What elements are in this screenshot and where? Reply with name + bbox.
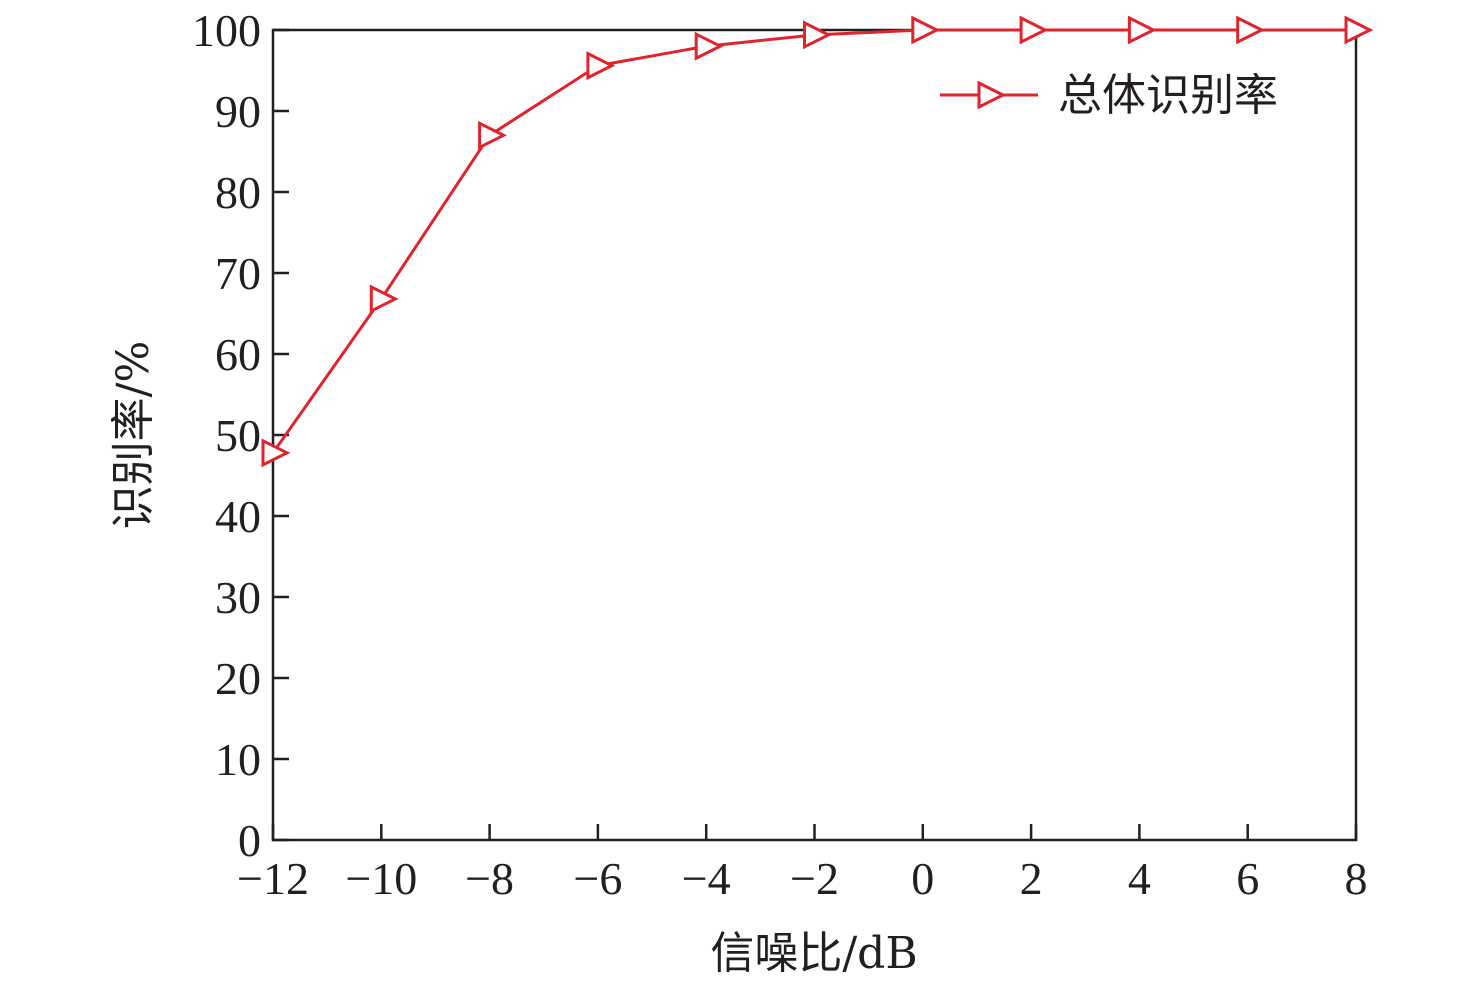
data-point-marker (261, 438, 291, 468)
y-tick-label: 60 (215, 329, 261, 380)
data-point-marker (586, 51, 616, 81)
y-tick-label: 10 (215, 734, 261, 785)
data-point-marker (478, 120, 507, 150)
legend: 总体识别率 (940, 70, 1278, 121)
x-tick-label: −10 (345, 853, 417, 904)
x-tick-label: 6 (1236, 853, 1259, 904)
x-tick-label: −2 (790, 853, 839, 904)
data-point-marker (1236, 15, 1266, 45)
data-point-marker (369, 284, 399, 314)
y-tick-label: 40 (215, 491, 261, 542)
y-tick-label: 80 (215, 167, 261, 218)
series-markers (261, 15, 1374, 468)
x-tick-label: −12 (237, 853, 309, 904)
y-tick-label: 90 (215, 86, 261, 137)
y-axis-ticks: 0 10 20 30 40 50 60 70 80 90 100 (192, 5, 289, 866)
data-point-marker (803, 20, 832, 50)
x-tick-label: 2 (1020, 853, 1043, 904)
x-tick-label: 8 (1345, 853, 1368, 904)
data-point-marker (1127, 15, 1157, 45)
y-axis-title: 识别率/% (108, 341, 159, 530)
y-tick-label: 70 (215, 248, 261, 299)
x-axis-ticks: −12 −10 −8 −6 −4 −2 0 2 4 6 8 (237, 824, 1368, 904)
x-tick-label: 0 (911, 853, 934, 904)
x-axis-title: 信噪比/dB (710, 928, 917, 979)
data-point-marker (1344, 15, 1374, 45)
x-tick-label: −6 (573, 853, 622, 904)
legend-marker-icon (977, 80, 1007, 110)
data-point-marker (1019, 15, 1049, 45)
y-tick-label: 100 (192, 5, 261, 56)
y-tick-label: 50 (215, 410, 261, 461)
x-tick-label: −4 (682, 853, 731, 904)
plot-frame (271, 28, 1358, 842)
data-point-marker (694, 31, 724, 61)
x-tick-label: 4 (1128, 853, 1151, 904)
y-tick-label: 0 (238, 815, 261, 866)
data-point-marker (911, 15, 941, 45)
x-tick-label: −8 (465, 853, 514, 904)
legend-label: 总体识别率 (1058, 70, 1278, 121)
y-tick-label: 30 (215, 572, 261, 623)
y-tick-label: 20 (215, 653, 261, 704)
